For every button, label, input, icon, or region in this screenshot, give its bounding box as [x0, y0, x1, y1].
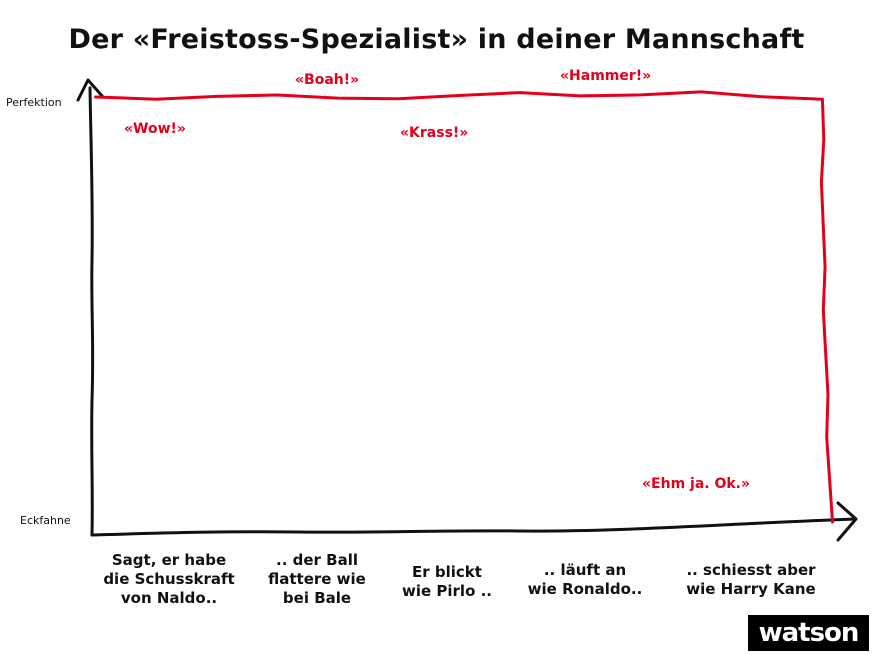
series-line-perfektion	[94, 90, 834, 524]
y-axis-line	[88, 86, 95, 537]
y-axis-arrowhead	[76, 78, 105, 102]
logo-text: watson	[758, 618, 860, 648]
category-label-bale: .. der Ball flattere wie bei Bale	[268, 551, 366, 607]
category-label-ronaldo: .. läuft an wie Ronaldo..	[527, 561, 643, 598]
annotation-boah: «Boah!»	[295, 72, 360, 88]
chart-title: Der «Freistoss-Spezialist» in deiner Man…	[68, 24, 805, 55]
category-label-naldo: Sagt, er habe die Schusskraft von Naldo.…	[103, 551, 235, 607]
category-label-pirlo: Er blickt wie Pirlo ..	[402, 563, 492, 600]
annotation-wow: «Wow!»	[124, 121, 186, 137]
annotation-ehm-ja-ok: «Ehm ja. Ok.»	[642, 476, 751, 492]
annotation-hammer: «Hammer!»	[560, 68, 652, 84]
annotation-krass: «Krass!»	[400, 125, 469, 141]
x-axis-line	[90, 517, 857, 537]
x-axis-arrowhead	[836, 501, 858, 542]
watson-logo: watson	[748, 615, 869, 651]
category-label-harry-kane: .. schiesst aber wie Harry Kane	[686, 561, 816, 598]
y-axis-top-label: Perfektion	[6, 96, 62, 109]
y-axis-bottom-label: Eckfahne	[20, 514, 71, 527]
